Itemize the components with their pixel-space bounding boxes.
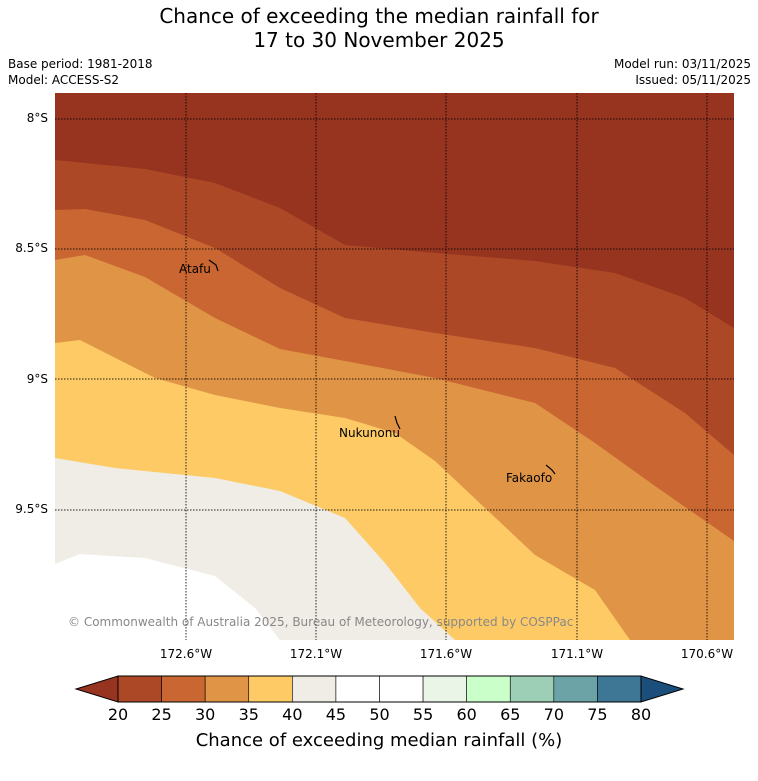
colorbar	[74, 675, 685, 703]
colorbar-segment	[379, 675, 424, 703]
colorbar-tick-label: 70	[543, 705, 564, 724]
lon-label-171-6w: 171.6°W	[419, 647, 473, 661]
lat-label-9s: 9°S	[26, 372, 48, 386]
title-line-1: Chance of exceeding the median rainfall …	[159, 4, 599, 28]
colorbar-tick-label: 75	[587, 705, 608, 724]
colorbar-segment	[422, 675, 467, 703]
colorbar-tick-label: 40	[282, 705, 303, 724]
colorbar-tick-label: 60	[456, 705, 477, 724]
colorbar-segment	[466, 675, 511, 703]
colorbar-segment	[161, 675, 206, 703]
lat-label-9-5s: 9.5°S	[15, 502, 48, 516]
zone-45-55	[55, 554, 280, 640]
colorbar-segment	[597, 675, 642, 703]
colorbar-segment	[204, 675, 250, 703]
colorbar-tick-label: 65	[500, 705, 521, 724]
meta-right: Model run: 03/11/2025 Issued: 05/11/2025	[614, 56, 751, 88]
colorbar-frame	[117, 675, 642, 703]
issued-date: Issued: 05/11/2025	[635, 73, 751, 87]
colorbar-tick-label: 45	[325, 705, 347, 724]
atolls	[208, 259, 556, 475]
lon-label-171-1w: 171.1°W	[550, 647, 604, 661]
colorbar-tick-label: 50	[369, 705, 390, 724]
lat-label-8s: 8°S	[26, 111, 48, 125]
meta-left: Base period: 1981-2018 Model: ACCESS-S2	[8, 56, 153, 88]
lon-label-172-6w: 172.6°W	[159, 647, 213, 661]
colorbar-tick-label: 30	[194, 705, 216, 724]
place-label-atafu: Atafu	[179, 262, 211, 276]
model-name: Model: ACCESS-S2	[8, 73, 120, 87]
atafu-outline	[208, 259, 219, 272]
chart-title: Chance of exceeding the median rainfall …	[0, 4, 758, 52]
colorbar-label: Chance of exceeding median rainfall (%)	[195, 730, 563, 751]
graticule	[55, 93, 734, 640]
colorbar-tick-label: 35	[238, 705, 259, 724]
colorbar-segment	[553, 675, 598, 703]
rainfall-map: Atafu Nukunonu Fakaofo © Commonwealth of…	[55, 93, 734, 640]
fakaofo-outline	[545, 464, 556, 475]
colorbar-segment	[248, 675, 293, 703]
place-label-fakaofo: Fakaofo	[506, 471, 552, 485]
colorbar-tick-label: 55	[412, 705, 434, 724]
nukunonu-outline	[394, 415, 401, 430]
colorbar-segment	[117, 675, 162, 703]
colorbar-segment	[335, 675, 380, 703]
place-label-nukunonu: Nukunonu	[339, 426, 400, 440]
colorbar-segment	[509, 675, 555, 703]
colorbar-low-extend	[74, 675, 119, 703]
model-run: Model run: 03/11/2025	[613, 57, 751, 71]
lon-label-170-6w: 170.6°W	[680, 647, 734, 661]
colorbar-segments	[117, 675, 642, 703]
title-line-2: 17 to 30 November 2025	[253, 28, 505, 52]
base-period: Base period: 1981-2018	[8, 57, 153, 71]
attribution: © Commonwealth of Australia 2025, Bureau…	[68, 615, 573, 629]
colorbar-tick-label: 20	[107, 705, 129, 724]
lat-label-8-5s: 8.5°S	[15, 241, 48, 255]
colorbar-high-extend	[640, 675, 685, 703]
colorbar-tick-label: 25	[151, 705, 172, 724]
colorbar-segment	[292, 675, 337, 703]
colorbar-tick-label: 80	[630, 705, 652, 724]
lon-label-172-1w: 172.1°W	[289, 647, 343, 661]
